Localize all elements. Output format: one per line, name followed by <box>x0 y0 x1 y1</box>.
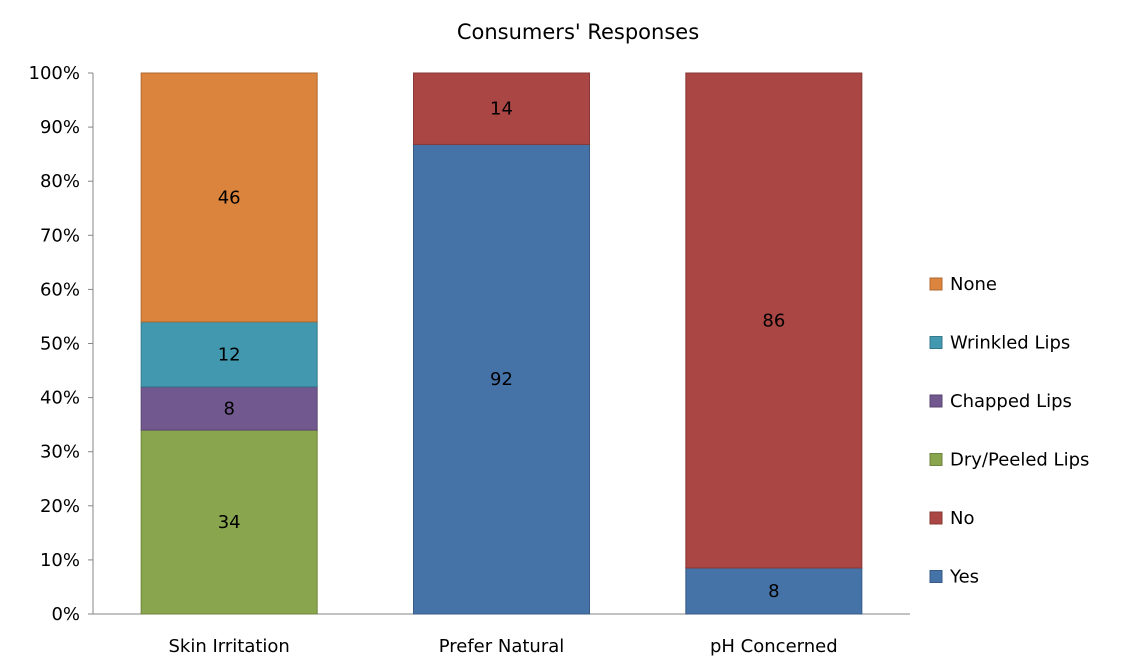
data-label: 12 <box>218 344 241 365</box>
data-label: 92 <box>490 369 513 390</box>
legend-label: No <box>950 508 974 529</box>
y-tick-label: 70% <box>40 225 80 246</box>
legend-swatch <box>929 570 943 583</box>
y-tick-label: 80% <box>40 171 80 192</box>
plot-area: 0% 10% 20% 30% 40% 50% 60% 70% 80% 90% 100% 34 8 12 46… <box>29 63 910 657</box>
bar-segment-yes <box>413 143 590 615</box>
bar-segment-no <box>685 72 863 569</box>
legend-swatch <box>929 511 943 525</box>
legend-label: Yes <box>949 567 979 588</box>
bar-segment-none <box>140 72 318 323</box>
legend-label: Chapped Lips <box>950 391 1072 412</box>
bar-segment-wrinkled-lips <box>140 321 318 388</box>
legend-label: Dry/Peeled Lips <box>950 450 1089 471</box>
bar-segment-chapped-lips <box>140 386 318 431</box>
data-label: 86 <box>762 310 785 331</box>
legend-label: Wrinkled Lips <box>950 333 1070 354</box>
legend-swatch <box>929 453 943 466</box>
legend-swatch <box>929 394 943 408</box>
y-tick-label: 50% <box>40 334 80 355</box>
chart-title: Consumers' Responses <box>457 20 699 44</box>
y-tick-label: 10% <box>40 550 80 571</box>
legend: None Wrinkled Lips Chapped Lips Dry/Peeled … <box>929 274 1089 588</box>
data-label: 46 <box>218 187 241 208</box>
legend-label: None <box>950 274 997 295</box>
bar-segment-no <box>413 72 590 145</box>
y-tick-label: 0% <box>51 604 80 625</box>
legend-swatch <box>929 277 943 291</box>
x-category-label: Prefer Natural <box>439 636 565 657</box>
y-tick-label: 90% <box>40 117 80 138</box>
x-category-label: pH Concerned <box>710 636 838 657</box>
data-label: 8 <box>768 581 779 602</box>
data-label: 34 <box>218 512 241 533</box>
bar-segment-dry-peeled-lips <box>140 429 318 615</box>
y-tick-label: 20% <box>40 496 80 517</box>
y-tick-label: 40% <box>40 388 80 409</box>
y-tick-label: 60% <box>40 279 80 300</box>
data-label: 14 <box>490 99 513 120</box>
y-tick-label: 100% <box>29 63 80 84</box>
bar-segment-yes <box>685 567 863 615</box>
x-category-label: Skin Irritation <box>168 636 289 657</box>
legend-swatch <box>929 336 943 349</box>
y-tick-label: 30% <box>40 442 80 463</box>
data-label: 8 <box>223 398 234 419</box>
